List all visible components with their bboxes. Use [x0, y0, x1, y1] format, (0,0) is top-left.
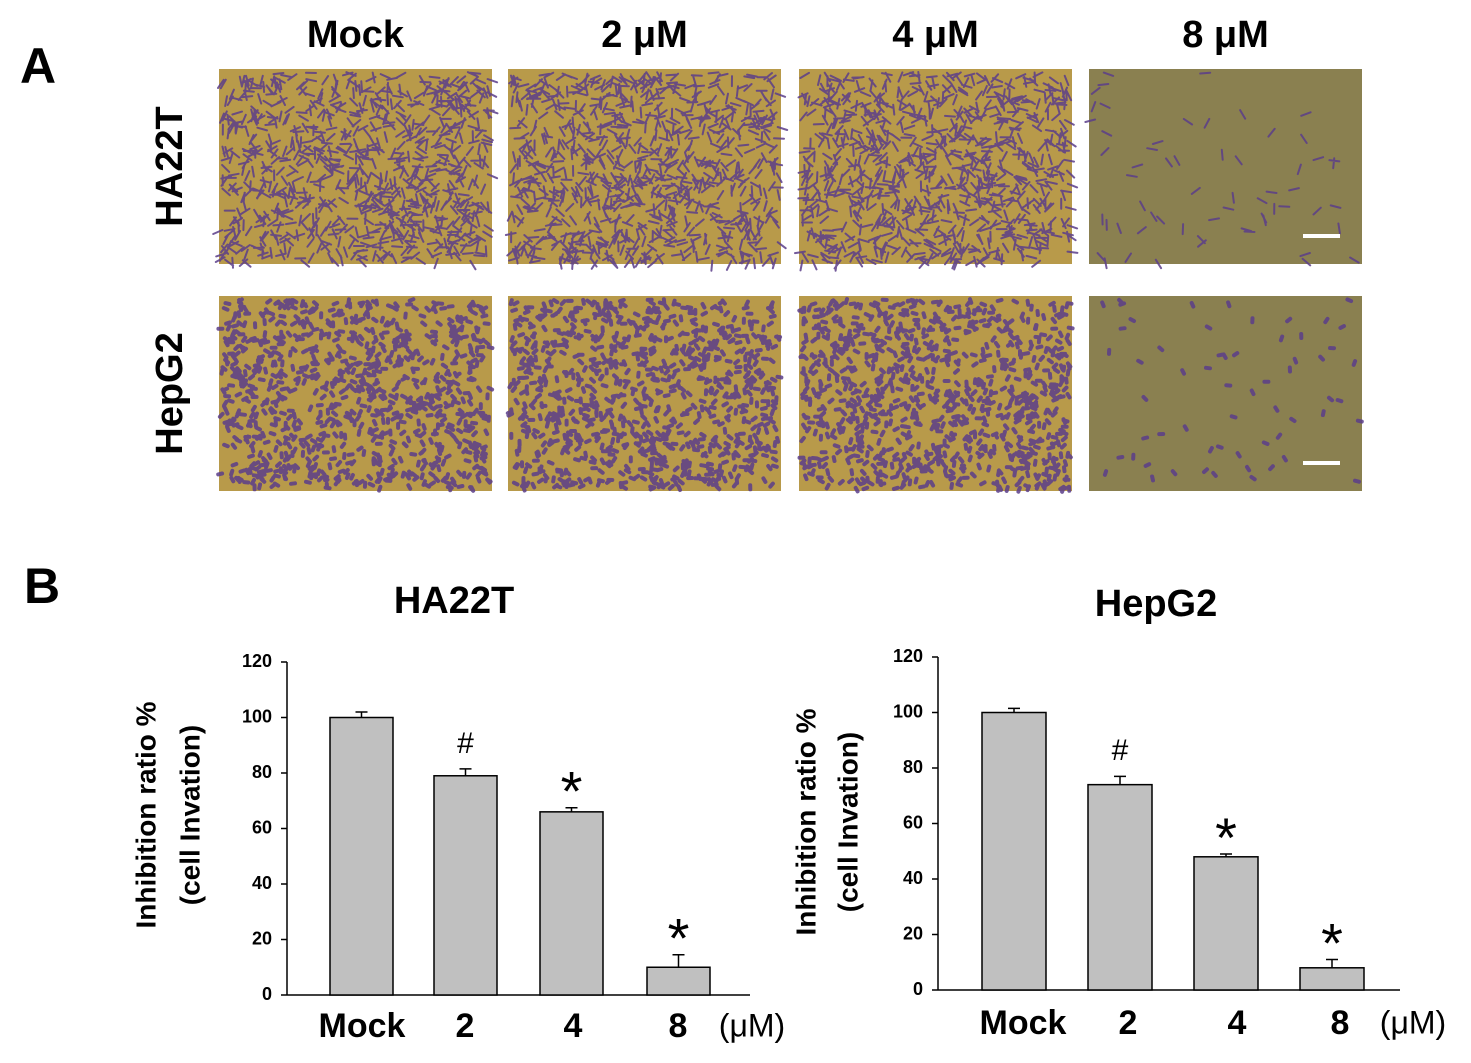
error-bar [565, 806, 578, 812]
x-tick-label: Mock [319, 1007, 406, 1045]
stained-cells [1100, 297, 1364, 484]
stained-cells [794, 71, 1079, 272]
significance-mark: # [457, 727, 474, 760]
panel-label: A [20, 38, 56, 94]
column-label: Mock [307, 14, 405, 56]
bar [1193, 856, 1259, 991]
error-bar [459, 768, 472, 776]
row-label: HepG2 [149, 332, 191, 454]
x-tick-label: 4 [564, 1007, 583, 1045]
stained-cells [797, 297, 1075, 494]
x-tick-label: 8 [669, 1007, 688, 1045]
x-tick-label: 8 [1331, 1004, 1350, 1042]
stained-cells [504, 71, 789, 272]
y-tick-label: 60 [252, 817, 272, 837]
chart-title: HepG2 [1095, 583, 1217, 625]
stained-cells [212, 71, 499, 271]
significance-mark: * [1321, 911, 1343, 974]
error-bar [1326, 958, 1338, 968]
error-bar [672, 954, 685, 968]
bar [329, 716, 394, 996]
y-tick-label: 120 [242, 651, 272, 671]
y-tick-label: 100 [242, 706, 272, 726]
y-tick-label: 20 [252, 928, 272, 948]
significance-mark: * [561, 759, 583, 822]
bar [433, 775, 498, 996]
row-label: HA22T [149, 106, 191, 226]
y-tick-label: 40 [252, 873, 272, 893]
y-tick-label: 60 [903, 812, 923, 832]
y-axis-label: Inhibition ratio % [790, 708, 821, 935]
error-bar [1008, 707, 1020, 713]
micrograph-grid: Mock 2 μM 4 μM 8 μM HA22T HepG2 [149, 14, 1364, 494]
bar-charts: HA22T Inhibition ratio % (cell Invation) 0 2… [130, 580, 1446, 1045]
y-tick-label: 80 [252, 762, 272, 782]
error-bar [1114, 775, 1126, 785]
column-label: 4 μM [892, 14, 979, 56]
x-unit-label: (μM) [1380, 1004, 1446, 1040]
column-label: 2 μM [601, 14, 688, 56]
x-unit-label: (μM) [719, 1007, 785, 1043]
stained-cells [505, 297, 784, 493]
bar [539, 811, 604, 996]
bar [646, 966, 711, 996]
error-bar [1220, 853, 1232, 857]
significance-mark: # [1112, 734, 1129, 767]
x-tick-label: 2 [1119, 1004, 1138, 1042]
panel-label: B [24, 558, 60, 614]
bar [1087, 783, 1153, 991]
chart-title: HA22T [394, 580, 514, 622]
y-axis-label: Inhibition ratio % [130, 701, 161, 928]
y-tick-label: 40 [903, 868, 923, 888]
x-tick-label: 2 [456, 1007, 475, 1045]
bar [981, 711, 1047, 991]
x-tick-label: 4 [1228, 1004, 1247, 1042]
error-bar [355, 711, 368, 718]
significance-mark: * [668, 907, 690, 970]
x-tick-label: Mock [980, 1004, 1067, 1042]
column-label: 8 μM [1182, 14, 1269, 56]
y-tick-label: 100 [893, 701, 923, 721]
significance-mark: * [1215, 806, 1237, 869]
y-tick-label: 20 [903, 923, 923, 943]
y-tick-label: 120 [893, 646, 923, 666]
y-tick-label: 0 [913, 979, 923, 999]
y-tick-label: 0 [262, 984, 272, 1004]
stained-cells [216, 297, 495, 493]
y-axis-label: (cell Invation) [174, 725, 205, 905]
y-axis-label: (cell Invation) [832, 732, 863, 912]
stained-cells [1084, 71, 1360, 270]
y-tick-label: 80 [903, 757, 923, 777]
